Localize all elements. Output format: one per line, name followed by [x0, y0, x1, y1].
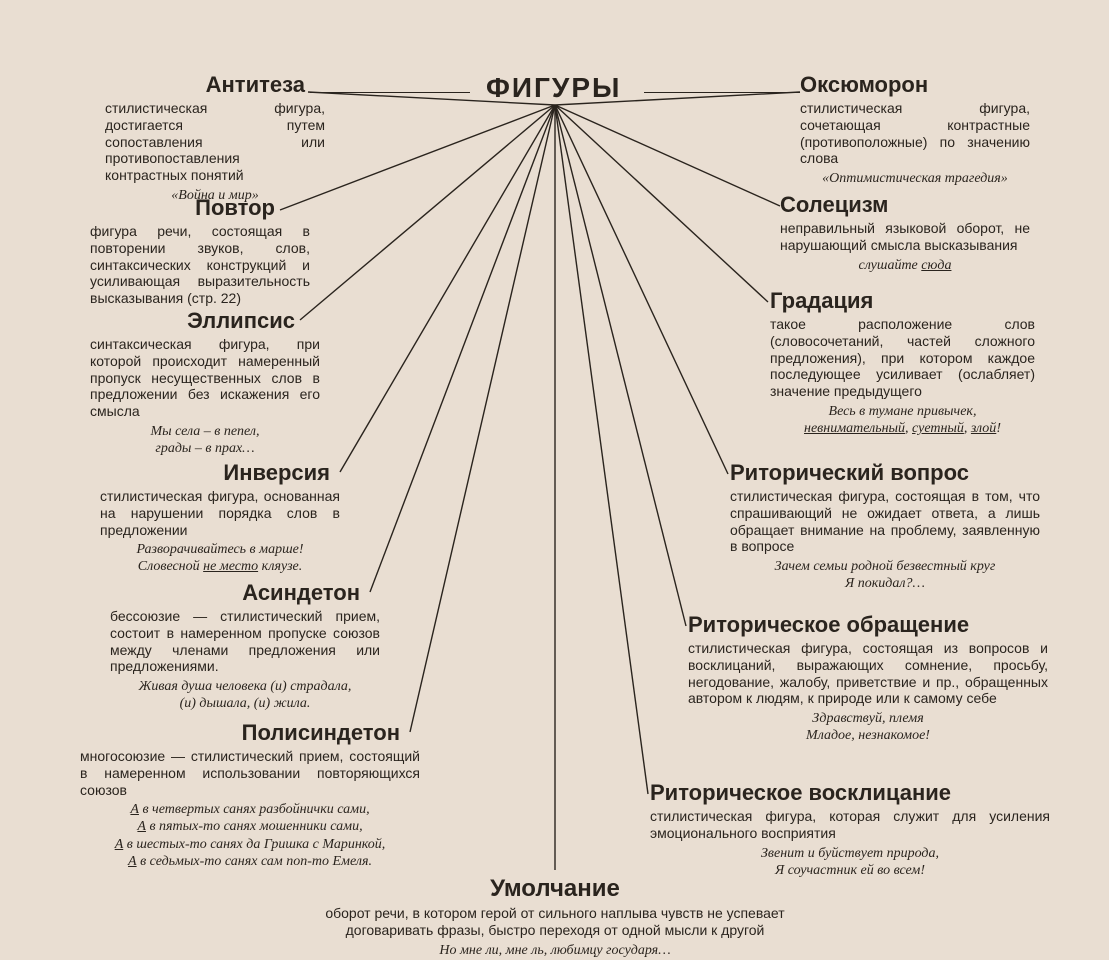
entry-title-ritobr: Риторическое обращение [688, 612, 1048, 638]
entry-def-ritobr: стилистическая фигура, состоящая из вопр… [688, 640, 1048, 707]
entry-title-ellipsis: Эллипсис [90, 308, 295, 334]
entry-ritvopros: Риторический вопросстилистическая фигура… [730, 460, 1040, 592]
bottom-entry-def: оборот речи, в котором герой от сильного… [295, 905, 815, 939]
center-rule-right [644, 92, 800, 93]
entry-povtor: Повторфигура речи, состоящая в повторени… [90, 195, 310, 310]
entry-example-asindeton: Живая душа человека (и) страдала, (и) ды… [110, 678, 380, 712]
entry-example-ritvopros: Зачем семьи родной безвестный круг Я пок… [730, 558, 1040, 592]
bottom-entry-title: Умолчание [295, 875, 815, 903]
bottom-entry: Умолчание оборот речи, в котором герой о… [295, 875, 815, 960]
entry-ritobr: Риторическое обращениестилистическая фиг… [688, 612, 1048, 744]
entry-title-antiteza: Антитеза [105, 72, 305, 98]
entry-inversiya: Инверсиястилистическая фигура, основанна… [100, 460, 340, 576]
entry-def-polisindeton: многосоюзие — стилистический прием, сост… [80, 748, 420, 798]
entry-ellipsis: Эллипсиссинтаксическая фигура, при котор… [90, 308, 320, 457]
entry-title-oksyumoron: Оксюморон [800, 72, 1030, 98]
entry-example-ritvoskl: Звенит и буйствует природа, Я соучастник… [650, 845, 1050, 879]
entry-example-ellipsis: Мы села – в пепел, грады – в прах… [90, 423, 320, 457]
entry-polisindeton: Полисиндетонмногосоюзие — стилистический… [80, 720, 420, 870]
entry-def-povtor: фигура речи, состоящая в повторении звук… [90, 223, 310, 307]
center-rule-left [310, 92, 470, 93]
center-title: ФИГУРЫ [486, 72, 621, 104]
entry-title-povtor: Повтор [90, 195, 275, 221]
entry-solecizm: Солецизмнеправильный языковой оборот, не… [780, 192, 1030, 274]
entry-example-solecizm: слушайте сюда [780, 257, 1030, 274]
entry-def-ritvoskl: стилистическая фигура, которая служит дл… [650, 808, 1050, 842]
entry-title-polisindeton: Полисиндетон [80, 720, 400, 746]
entry-def-ritvopros: стилистическая фигура, состоящая в том, … [730, 488, 1040, 555]
entry-def-gradaciya: такое расположение слов (словосочетаний,… [770, 316, 1035, 400]
entry-title-ritvopros: Риторический вопрос [730, 460, 1040, 486]
entry-def-antiteza: стилистическая фигура, достигается путем… [105, 100, 325, 184]
entry-def-solecizm: неправильный языковой оборот, не нарушаю… [780, 220, 1030, 254]
entry-gradaciya: Градациятакое расположение слов (словосо… [770, 288, 1035, 437]
entry-title-ritvoskl: Риторическое восклицание [650, 780, 1050, 806]
entry-title-solecizm: Солецизм [780, 192, 1030, 218]
entry-def-oksyumoron: стилистическая фигура, сочетающая контра… [800, 100, 1030, 167]
entry-asindeton: Асиндетонбессоюзие — стилистический прие… [110, 580, 380, 712]
page: ФИГУРЫ Антитезастилистическая фигура, до… [0, 0, 1109, 960]
entry-example-inversiya: Разворачивайтесь в марше!Словесной не ме… [100, 541, 340, 575]
entry-title-gradaciya: Градация [770, 288, 1035, 314]
entry-example-ritobr: Здравствуй, племя Младое, незнакомое! [688, 710, 1048, 744]
entry-def-inversiya: стилистическая фигура, основанная на нар… [100, 488, 340, 538]
entry-oksyumoron: Оксюморонстилистическая фигура, сочетающ… [800, 72, 1030, 187]
entry-example-polisindeton: А в четвертых санях разбойнички сами,А в… [80, 801, 420, 869]
bottom-entry-example: Но мне ли, мне ль, любимцу государя… Но … [295, 942, 815, 960]
entry-ritvoskl: Риторическое восклицаниестилистическая ф… [650, 780, 1050, 879]
entry-def-ellipsis: синтаксическая фигура, при которой проис… [90, 336, 320, 420]
entry-example-oksyumoron: «Оптимистическая трагедия» [800, 170, 1030, 187]
entry-title-inversiya: Инверсия [100, 460, 330, 486]
entry-title-asindeton: Асиндетон [110, 580, 360, 606]
entry-example-gradaciya: Весь в тумане привычек,невнимательный, с… [770, 403, 1035, 437]
entry-antiteza: Антитезастилистическая фигура, достигает… [105, 72, 325, 204]
entry-def-asindeton: бессоюзие — стилистический прием, состои… [110, 608, 380, 675]
